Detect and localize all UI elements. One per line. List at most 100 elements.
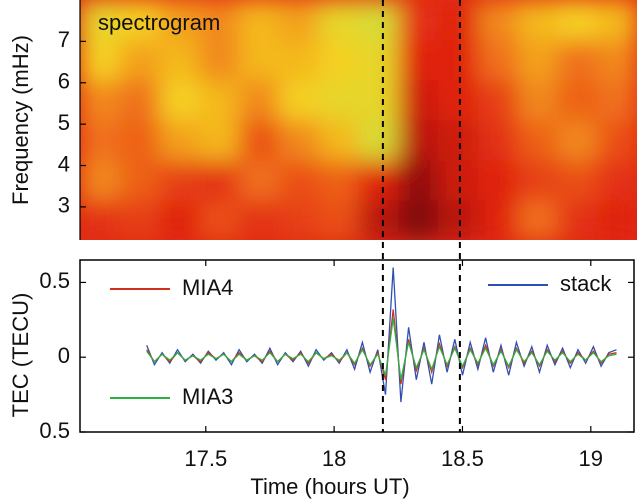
heat-cell: [239, 199, 280, 240]
heat-cell: [477, 40, 519, 81]
heat-cell: [398, 160, 439, 201]
heat-cell: [199, 160, 240, 201]
heat-cell: [80, 199, 121, 240]
heat-cell: [159, 79, 200, 121]
heat-cell: [159, 199, 200, 240]
heat-cell: [597, 199, 637, 240]
heat-cell: [80, 0, 121, 41]
heat-cell: [358, 120, 399, 161]
y-tick-label: 0.5: [39, 268, 70, 293]
heat-cell: [438, 79, 479, 121]
heat-cell: [438, 199, 479, 240]
heat-cell: [438, 120, 479, 161]
y-tick-label: 0.5: [39, 418, 70, 443]
heat-cell: [80, 40, 121, 81]
y-tick-label: 0: [58, 343, 70, 368]
y-tick-label: 6: [58, 69, 70, 94]
heat-cell: [557, 160, 598, 201]
heat-cell: [517, 120, 558, 161]
spectrogram-cells: [80, 0, 637, 240]
heat-cell: [199, 79, 240, 121]
heat-cell: [557, 199, 598, 240]
heat-cell: [438, 0, 479, 41]
heat-cell: [398, 79, 439, 121]
heat-cell: [597, 160, 637, 201]
heat-cell: [517, 0, 558, 41]
heat-cell: [477, 199, 519, 240]
heat-cell: [318, 79, 359, 121]
heat-cell: [278, 199, 320, 240]
heat-cell: [398, 199, 439, 240]
heat-cell: [119, 199, 161, 240]
heat-cell: [278, 79, 320, 121]
heat-cell: [80, 79, 121, 121]
heat-cell: [517, 40, 558, 81]
heat-cell: [597, 40, 637, 81]
heat-cell: [159, 0, 200, 41]
heat-cell: [358, 199, 399, 240]
heat-cell: [477, 0, 519, 41]
heat-cell: [278, 160, 320, 201]
spectrogram-area: [80, 0, 637, 240]
heat-cell: [119, 79, 161, 121]
legend-label: stack: [560, 271, 612, 296]
heat-cell: [239, 120, 280, 161]
heat-cell: [358, 40, 399, 81]
panel-annotation: spectrogram: [98, 10, 220, 35]
heat-cell: [278, 40, 320, 81]
x-tick-label: 19: [579, 446, 603, 471]
heat-cell: [517, 160, 558, 201]
legend-label: MIA4: [182, 275, 233, 300]
x-tick-label: 17.5: [184, 446, 227, 471]
heat-cell: [159, 120, 200, 161]
heat-cell: [119, 0, 161, 41]
heat-cell: [597, 120, 637, 161]
heat-cell: [438, 40, 479, 81]
y-tick-label: 3: [58, 193, 70, 218]
heat-cell: [358, 160, 399, 201]
line-area: [146, 267, 617, 403]
y-tick-label: 4: [58, 151, 70, 176]
legend-label: MIA3: [182, 384, 233, 409]
plot-frame: [79, 259, 635, 433]
heat-cell: [398, 0, 439, 41]
heat-cell: [557, 120, 598, 161]
heat-cell: [557, 40, 598, 81]
heat-cell: [438, 160, 479, 201]
heat-cell: [278, 120, 320, 161]
heat-cell: [318, 199, 359, 240]
heat-cell: [239, 0, 280, 41]
heat-cell: [358, 0, 399, 41]
y-tick-label: 5: [58, 110, 70, 135]
heat-cell: [119, 120, 161, 161]
heat-cell: [80, 160, 121, 201]
heat-cell: [557, 0, 598, 41]
heat-cell: [239, 160, 280, 201]
x-tick-label: 18: [322, 446, 346, 471]
heat-cell: [199, 40, 240, 81]
heat-cell: [517, 199, 558, 240]
heat-cell: [398, 40, 439, 81]
series-line: [146, 318, 617, 380]
heat-cell: [199, 0, 240, 41]
heat-cell: [199, 199, 240, 240]
heat-cell: [318, 0, 359, 41]
heat-cell: [358, 79, 399, 121]
heat-cell: [119, 160, 161, 201]
heat-cell: [239, 79, 280, 121]
heat-cell: [398, 120, 439, 161]
heat-cell: [239, 40, 280, 81]
heat-cell: [278, 0, 320, 41]
heat-cell: [597, 79, 637, 121]
y-tick-label: 7: [58, 27, 70, 52]
heat-cell: [80, 120, 121, 161]
heat-cell: [477, 79, 519, 121]
heat-cell: [517, 79, 558, 121]
heat-cell: [318, 40, 359, 81]
heat-cell: [557, 79, 598, 121]
y-axis-label: TEC (TECU): [8, 293, 33, 418]
x-axis-label: Time (hours UT): [250, 474, 409, 499]
heat-cell: [318, 120, 359, 161]
heat-cell: [477, 160, 519, 201]
